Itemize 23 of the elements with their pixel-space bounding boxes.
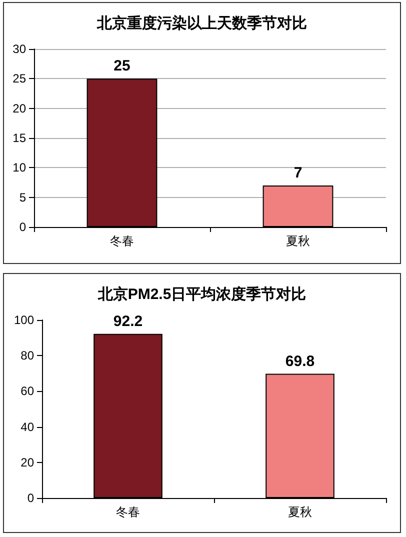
y-tick-label: 100 — [14, 313, 34, 327]
x-tick-label: 夏秋 — [286, 234, 310, 248]
data-label: 92.2 — [113, 312, 143, 330]
y-tick-label: 10 — [12, 160, 26, 175]
x-tick-label: 冬春 — [110, 234, 134, 248]
y-tick-label: 0 — [19, 220, 26, 234]
data-label: 69.8 — [285, 352, 315, 370]
y-tick-label: 80 — [20, 348, 34, 363]
chart-title: 北京重度污染以上天数季节对比 — [96, 14, 307, 32]
y-tick-label: 20 — [12, 101, 26, 116]
y-tick-label: 60 — [20, 384, 34, 398]
x-tick-label: 夏秋 — [288, 505, 312, 519]
y-tick-label: 25 — [12, 72, 26, 86]
chart-title: 北京PM2.5日平均浓度季节对比 — [96, 285, 306, 303]
data-label: 7 — [294, 164, 302, 182]
y-tick-label: 20 — [20, 455, 34, 470]
y-tick-label: 0 — [27, 491, 34, 505]
data-label: 25 — [114, 58, 130, 75]
y-tick-label: 15 — [12, 131, 26, 145]
y-tick-label: 5 — [19, 190, 26, 204]
y-tick-label: 30 — [12, 42, 26, 56]
x-tick-label: 冬春 — [116, 505, 140, 519]
y-tick-label: 40 — [20, 420, 34, 434]
